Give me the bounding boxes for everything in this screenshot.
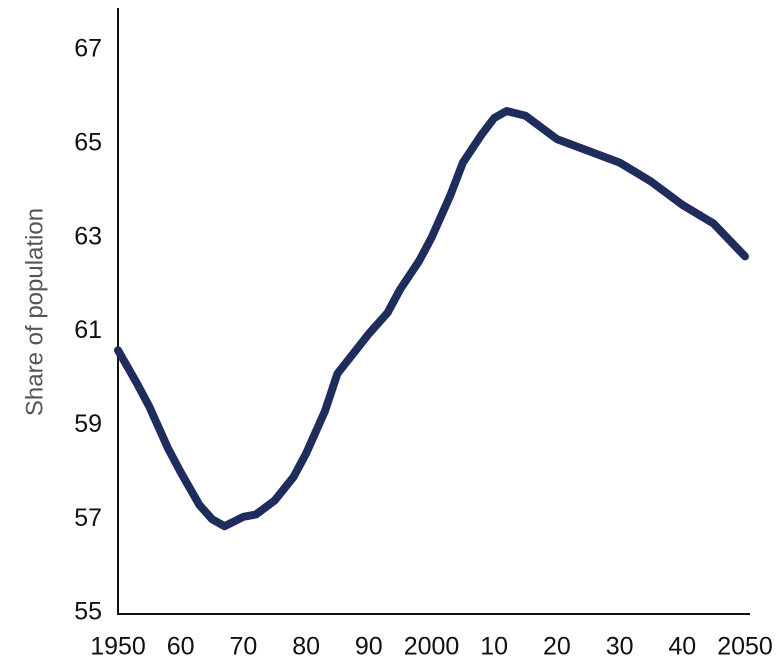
y-tick-label: 59 [74, 410, 102, 438]
x-tick-label: 2050 [717, 633, 773, 661]
x-tick-label: 30 [606, 633, 634, 661]
x-tick-label: 20 [543, 633, 571, 661]
x-tick-label: 40 [668, 633, 696, 661]
x-tick-label: 2000 [404, 633, 460, 661]
x-tick-label: 60 [167, 633, 195, 661]
y-tick-label: 63 [74, 222, 102, 250]
x-tick-label: 1950 [90, 633, 146, 661]
x-tick-label: 80 [292, 633, 320, 661]
y-tick-label: 67 [74, 35, 102, 63]
x-tick-label: 70 [229, 633, 257, 661]
x-tick-label: 90 [355, 633, 383, 661]
y-tick-label: 55 [74, 598, 102, 626]
y-tick-label: 65 [74, 128, 102, 156]
y-tick-label: 57 [74, 504, 102, 532]
line-series [114, 107, 749, 531]
x-tick-label: 10 [480, 633, 508, 661]
y-tick-label: 61 [74, 316, 102, 344]
y-axis-label: Share of population [21, 208, 48, 416]
